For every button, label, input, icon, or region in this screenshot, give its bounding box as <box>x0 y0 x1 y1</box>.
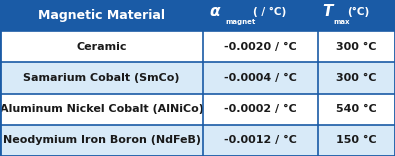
Bar <box>318 0 395 31</box>
Bar <box>203 0 318 31</box>
Bar <box>0 62 203 94</box>
Text: Samarium Cobalt (SmCo): Samarium Cobalt (SmCo) <box>23 73 180 83</box>
Bar <box>203 94 318 125</box>
Bar <box>0 0 203 31</box>
Text: 540 °C: 540 °C <box>336 104 377 114</box>
Bar <box>203 125 318 156</box>
Text: T: T <box>322 4 332 19</box>
Bar <box>318 31 395 62</box>
Text: max: max <box>333 19 350 25</box>
Bar <box>318 94 395 125</box>
Text: α: α <box>209 4 220 19</box>
Text: ( / °C): ( / °C) <box>253 7 286 17</box>
Text: magnet: magnet <box>225 19 256 25</box>
Text: 300 °C: 300 °C <box>336 73 377 83</box>
Text: Magnetic Material: Magnetic Material <box>38 9 165 22</box>
Text: (°C): (°C) <box>348 7 370 17</box>
Text: 150 °C: 150 °C <box>336 135 377 145</box>
Bar <box>203 31 318 62</box>
Text: Aluminum Nickel Cobalt (AlNiCo): Aluminum Nickel Cobalt (AlNiCo) <box>0 104 204 114</box>
Text: -0.0012 / °C: -0.0012 / °C <box>224 135 297 145</box>
Text: -0.0020 / °C: -0.0020 / °C <box>224 42 297 52</box>
Bar <box>0 31 203 62</box>
Bar <box>318 125 395 156</box>
Text: 300 °C: 300 °C <box>336 42 377 52</box>
Bar <box>203 62 318 94</box>
Text: -0.0004 / °C: -0.0004 / °C <box>224 73 297 83</box>
Bar <box>318 62 395 94</box>
Bar <box>0 94 203 125</box>
Bar <box>0 125 203 156</box>
Text: -0.0002 / °C: -0.0002 / °C <box>224 104 297 114</box>
Text: Ceramic: Ceramic <box>77 42 127 52</box>
Text: Neodymium Iron Boron (NdFeB): Neodymium Iron Boron (NdFeB) <box>3 135 201 145</box>
